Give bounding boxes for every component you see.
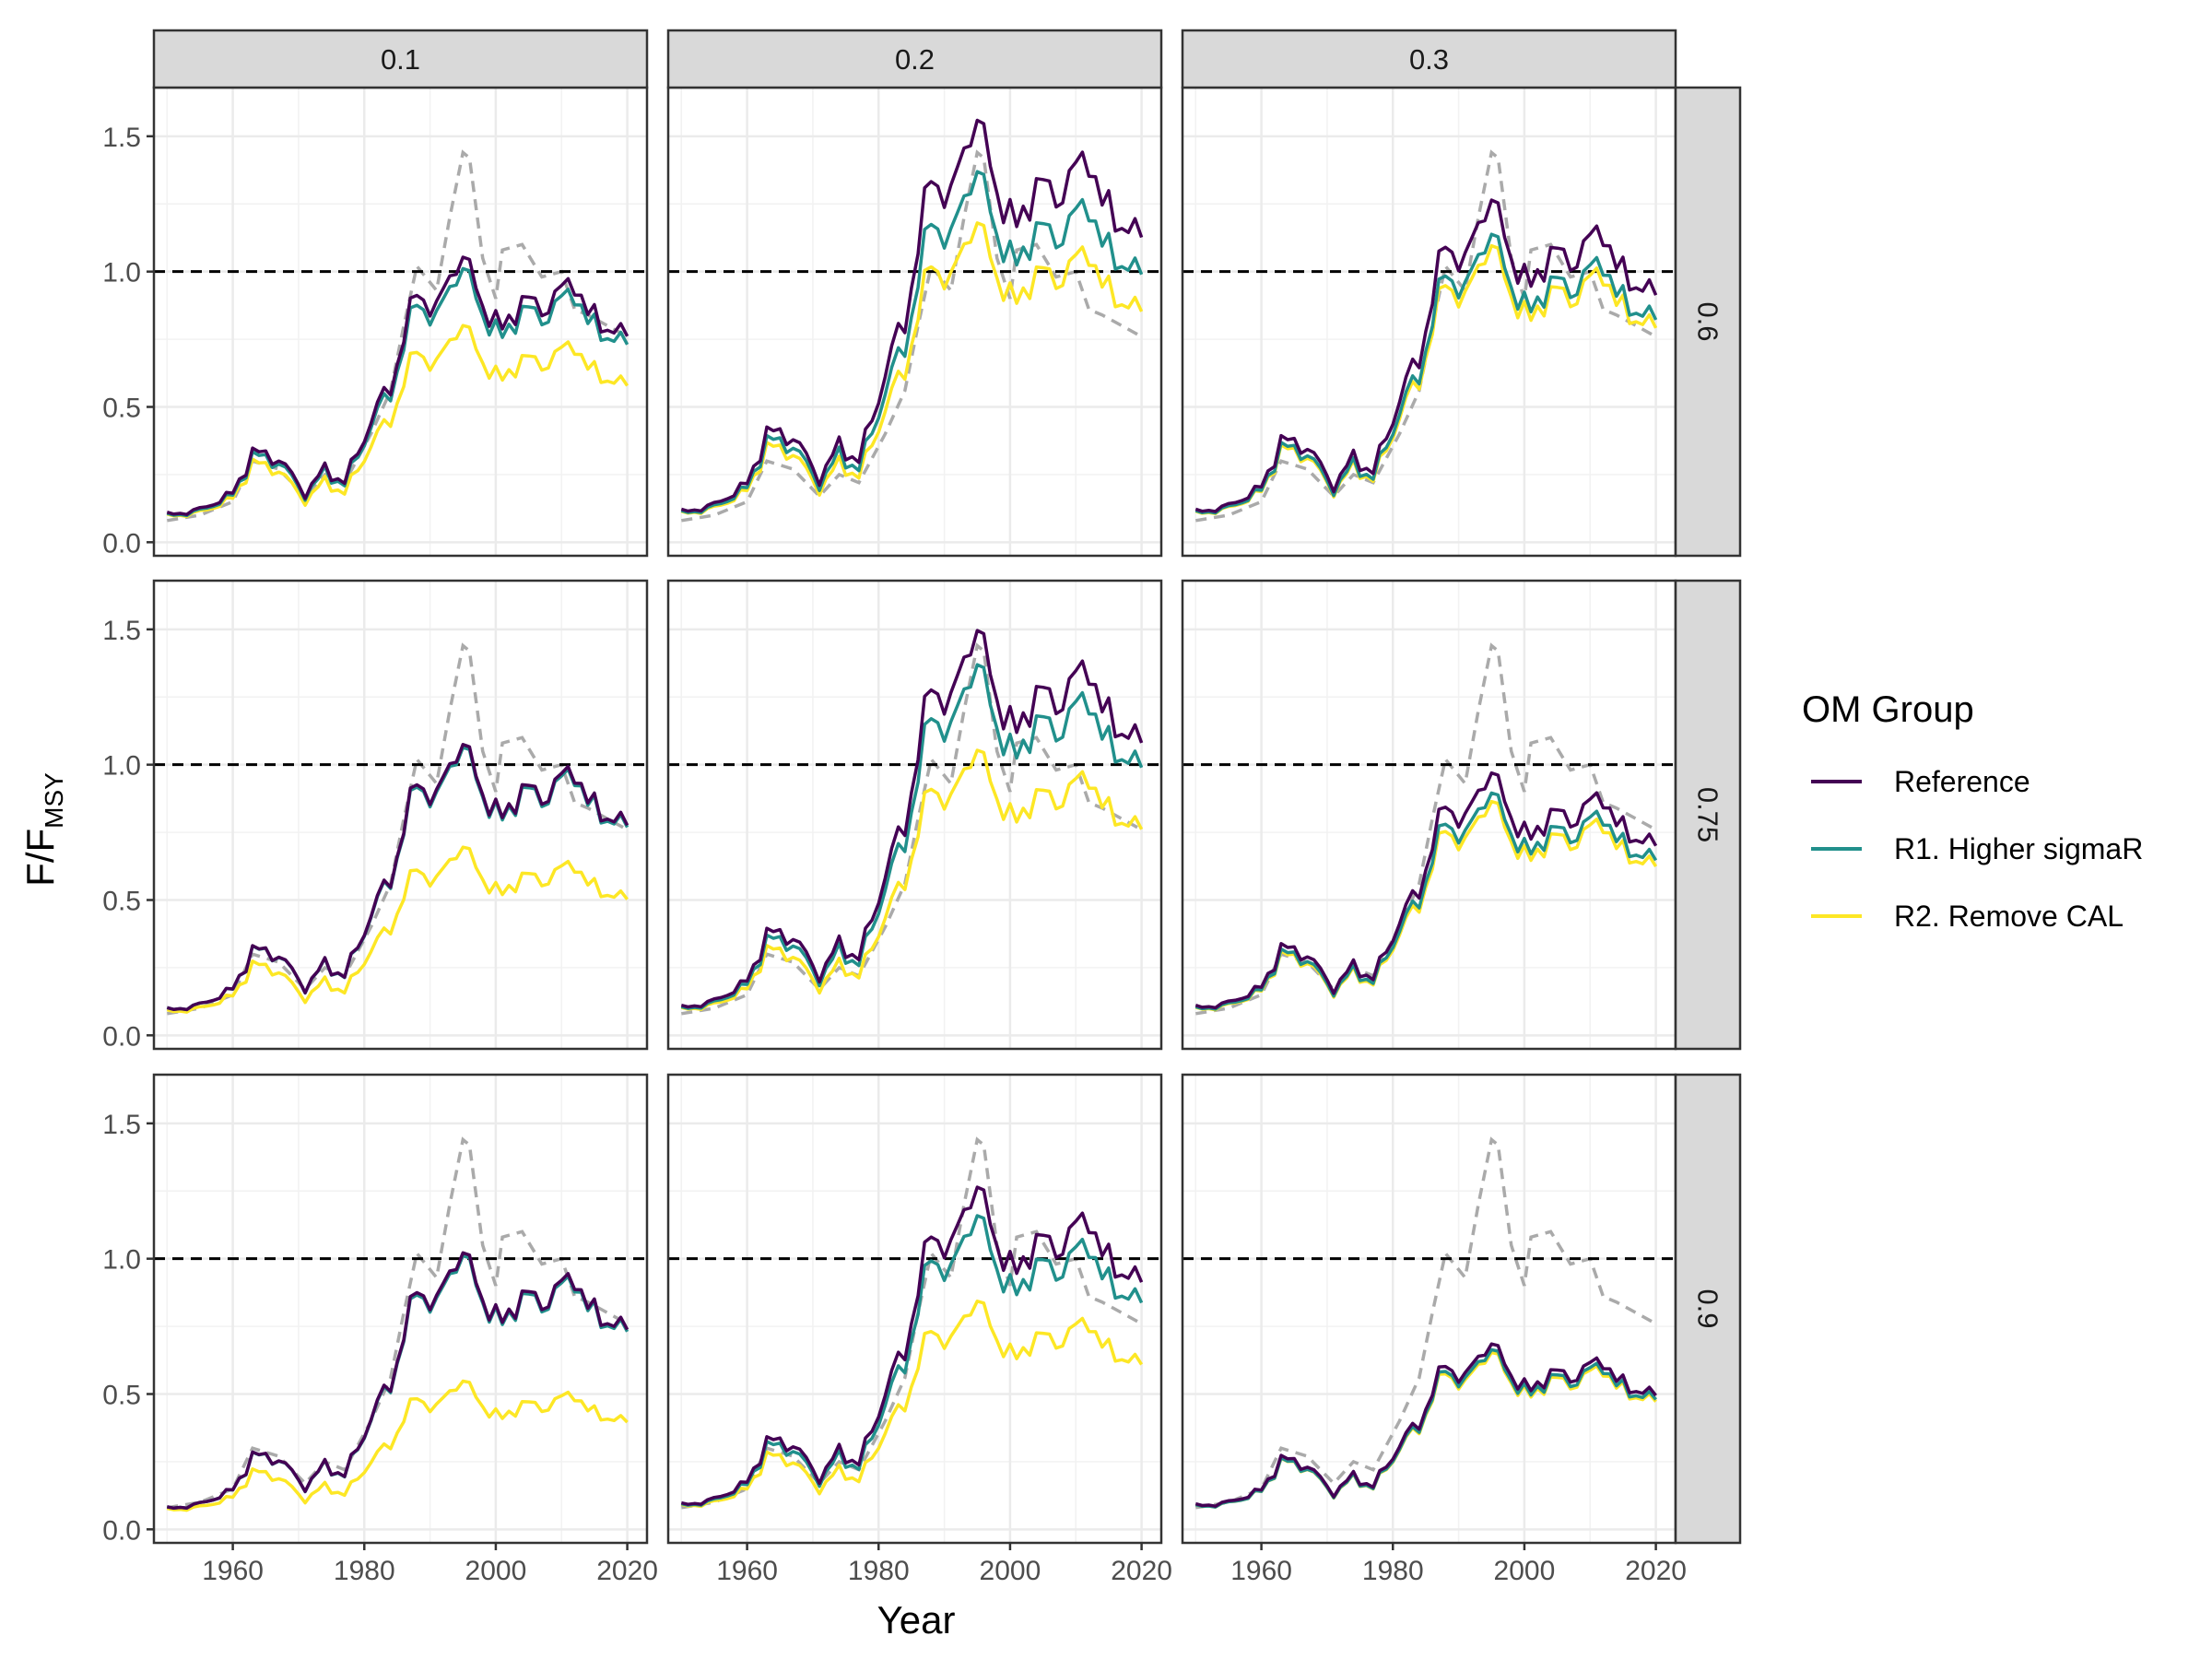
facet-strip-row-0.9: 0.9	[1674, 1073, 1742, 1545]
facet-strip-label: 0.75	[1692, 787, 1724, 842]
x-tick-label: 2020	[1111, 1556, 1172, 1586]
series-line-reference	[680, 1185, 1144, 1506]
y-axis-title-main: F/F	[18, 829, 62, 887]
series-line-r1-higher-sigmar	[680, 170, 1144, 514]
y-tick-label: 1.0	[102, 258, 141, 288]
y-tick-label: 0.5	[102, 393, 141, 423]
series-line-reference	[166, 255, 629, 516]
panel-background	[1182, 581, 1676, 1049]
facet-strip-row-0.75: 0.75	[1674, 579, 1742, 1051]
y-tick-label: 0.5	[102, 886, 141, 916]
legend-label: Reference	[1894, 765, 2030, 798]
series-line-r2-remove-cal	[680, 221, 1144, 515]
series-line-r1-higher-sigmar	[680, 663, 1144, 1010]
facet-strip-row-0.6: 0.6	[1674, 86, 1742, 558]
panel-background	[154, 581, 647, 1049]
x-tick-label: 2000	[465, 1556, 527, 1586]
series-line-reference	[166, 1251, 629, 1511]
legend-item: Reference	[1811, 765, 2030, 798]
comparison-series-line	[167, 642, 629, 1016]
panel-background	[1182, 1075, 1676, 1543]
x-tick-label: 1960	[202, 1556, 264, 1586]
y-tick-label: 0.0	[102, 528, 141, 559]
series-line-r2-remove-cal	[166, 1379, 629, 1512]
series-line-r2-remove-cal	[166, 845, 629, 1014]
facet-strip-label: 0.2	[895, 43, 935, 76]
facet-strip-label: 0.3	[1409, 43, 1449, 76]
panel-0.6-0.3	[1181, 86, 1677, 558]
series-line-r2-remove-cal	[680, 748, 1144, 1011]
series-line-r2-remove-cal	[166, 324, 629, 519]
x-tick-label: 1980	[848, 1556, 910, 1586]
facet-strip-col-0.1: 0.1	[152, 29, 649, 89]
panel-background	[668, 581, 1161, 1049]
legend-item: R1. Higher sigmaR	[1811, 832, 2143, 865]
x-axis-title: Year	[877, 1598, 956, 1641]
comparison-series-line	[681, 1136, 1143, 1510]
y-axis-title-sub: MSY	[40, 772, 68, 829]
series-line-reference	[166, 743, 629, 1012]
x-tick-label: 2000	[1494, 1556, 1556, 1586]
facet-strip-label: 0.1	[381, 43, 420, 76]
y-tick-label: 0.5	[102, 1380, 141, 1410]
y-tick-label: 1.0	[102, 1245, 141, 1276]
facet-strip-label: 0.6	[1692, 301, 1724, 341]
comparison-series-line	[1195, 1136, 1657, 1510]
comparison-series-line	[681, 149, 1143, 523]
x-tick-label: 1980	[1362, 1556, 1424, 1586]
panel-0.6-0.2	[666, 86, 1163, 558]
comparison-series-line	[681, 642, 1143, 1016]
y-tick-label: 1.5	[102, 616, 141, 646]
panel-0.75-0.1: 0.0 0.5 1.0 1.5	[102, 579, 649, 1052]
x-tick-label: 1980	[334, 1556, 395, 1586]
series-line-reference	[1194, 198, 1658, 513]
series-line-r1-higher-sigmar	[1194, 232, 1658, 515]
y-tick-label: 1.5	[102, 123, 141, 153]
series-line-r1-higher-sigmar	[1194, 791, 1658, 1011]
facet-strip-col-0.3: 0.3	[1181, 29, 1677, 89]
panel-background	[154, 88, 647, 556]
panels-layer: 0.0 0.5 1.0 1.5 0.0 0.5 1.0 1.5 0.0 0.5 1.0 1.5 1960…	[102, 29, 1742, 1586]
series-line-r2-remove-cal	[680, 1300, 1144, 1509]
legend-label: R1. Higher sigmaR	[1894, 832, 2143, 865]
series-line-reference	[1194, 771, 1658, 1010]
y-tick-label: 1.0	[102, 751, 141, 782]
panel-border	[666, 1073, 1163, 1545]
series-line-r1-higher-sigmar	[680, 1214, 1144, 1507]
panel-0.9-0.3: 1960 1980 2000 2020	[1181, 1073, 1687, 1586]
panel-0.9-0.1: 0.0 0.5 1.0 1.5 1960 1980 2000 2020	[102, 1073, 658, 1586]
series-line-reference	[680, 629, 1144, 1009]
facet-strip-col-0.2: 0.2	[666, 29, 1163, 89]
panel-border	[666, 579, 1163, 1051]
panel-border	[152, 579, 649, 1051]
legend-title: OM Group	[1802, 689, 1974, 730]
x-tick-label: 2020	[596, 1556, 658, 1586]
comparison-series-line	[1195, 149, 1657, 523]
panel-0.75-0.3	[1181, 579, 1677, 1051]
y-tick-label: 0.0	[102, 1515, 141, 1546]
panel-background	[154, 1075, 647, 1543]
panel-0.75-0.2	[666, 579, 1163, 1051]
panel-0.9-0.2: 1960 1980 2000 2020	[666, 1073, 1172, 1586]
series-line-reference	[1194, 1342, 1657, 1508]
x-tick-label: 1960	[1230, 1556, 1292, 1586]
svg-text:F/FMSY: F/FMSY	[18, 772, 68, 887]
facet-strip-label: 0.9	[1692, 1288, 1724, 1328]
series-line-reference	[680, 118, 1144, 513]
y-tick-label: 1.5	[102, 1110, 141, 1140]
panel-0.6-0.1: 0.0 0.5 1.0 1.5	[102, 86, 649, 559]
y-tick-label: 0.0	[102, 1021, 141, 1052]
x-tick-label: 2000	[980, 1556, 1041, 1586]
legend-label: R2. Remove CAL	[1894, 900, 2124, 933]
panel-border	[152, 1073, 649, 1545]
y-axis-title: F/FMSY	[18, 772, 68, 887]
x-tick-label: 1960	[716, 1556, 778, 1586]
legend: OM Group Reference R1. Higher sigmaR R2. R…	[1802, 689, 2143, 933]
legend-item: R2. Remove CAL	[1811, 900, 2124, 933]
panel-background	[668, 88, 1161, 556]
x-tick-label: 2020	[1625, 1556, 1687, 1586]
